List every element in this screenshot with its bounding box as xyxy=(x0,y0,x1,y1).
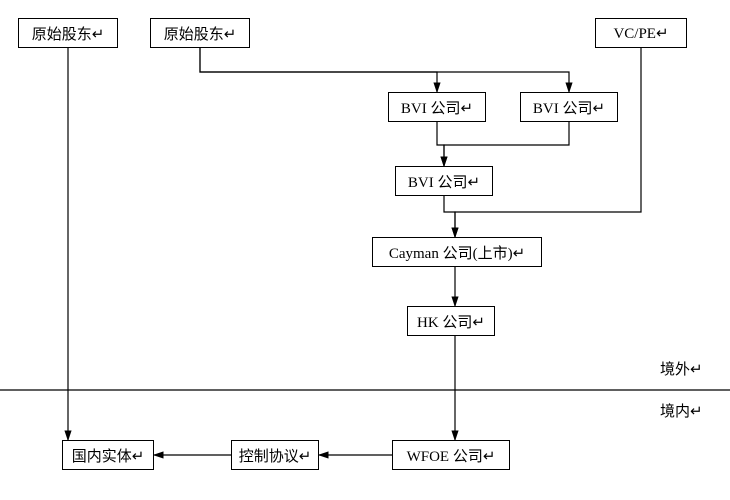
node-vcpe: VC/PE↵ xyxy=(595,18,687,48)
node-bvi-right: BVI 公司↵ xyxy=(520,92,618,122)
node-hk: HK 公司↵ xyxy=(407,306,495,336)
node-domestic: 国内实体↵ xyxy=(62,440,154,470)
node-shareholder2: 原始股东↵ xyxy=(150,18,250,48)
label-control-agreement: 控制协议↵ xyxy=(231,440,319,470)
label-onshore: 境内↵ xyxy=(660,400,703,421)
node-cayman: Cayman 公司(上市)↵ xyxy=(372,237,542,267)
node-bvi-left: BVI 公司↵ xyxy=(388,92,486,122)
node-wfoe: WFOE 公司↵ xyxy=(392,440,510,470)
node-shareholder1: 原始股东↵ xyxy=(18,18,118,48)
node-bvi-mid: BVI 公司↵ xyxy=(395,166,493,196)
label-offshore: 境外↵ xyxy=(660,358,703,379)
